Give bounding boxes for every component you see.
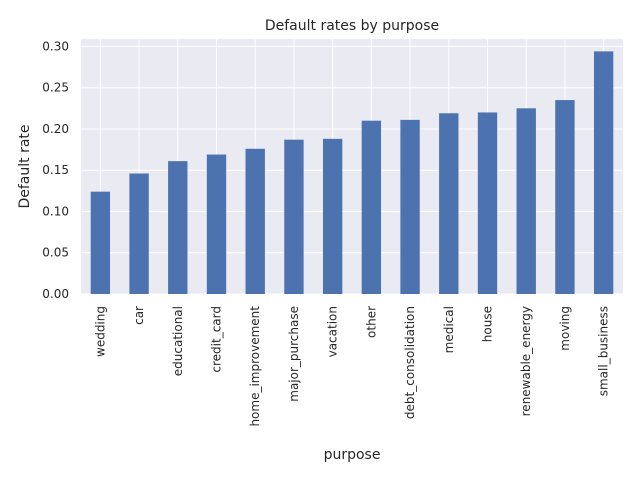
bar-moving: [555, 100, 575, 294]
bar-educational: [168, 161, 188, 294]
x-tick-label: other: [364, 306, 378, 338]
x-axis-label: purpose: [324, 447, 381, 463]
y-tick-label: 0.15: [42, 163, 69, 177]
bars: [90, 51, 614, 295]
y-tick-label: 0.25: [42, 81, 69, 95]
bar-car: [129, 173, 149, 294]
bar-credit-card: [206, 154, 227, 294]
x-tick-label: renewable_energy: [519, 306, 533, 416]
bar-vacation: [322, 138, 343, 294]
x-tick-label: credit_card: [210, 306, 224, 373]
x-tick-label: major_purchase: [287, 306, 301, 402]
bar-debt-consolidation: [400, 119, 420, 295]
bar-renewable-energy: [516, 108, 536, 294]
y-tick-label: 0.10: [42, 204, 69, 218]
x-tick-label: medical: [442, 306, 456, 353]
chart-title: Default rates by purpose: [265, 18, 439, 34]
x-tick-label: home_improvement: [248, 306, 262, 427]
plot-background: [81, 39, 623, 294]
bar-small-business: [593, 51, 614, 295]
y-tick-label: 0.00: [42, 287, 69, 301]
x-tick-label: vacation: [326, 306, 340, 357]
bar-house: [477, 112, 498, 295]
y-tick-label: 0.05: [42, 246, 69, 260]
bar-medical: [439, 113, 459, 294]
y-tick-labels: 0.00 0.05 0.10 0.15 0.20 0.25 0.30: [42, 39, 69, 301]
x-tick-label: wedding: [93, 306, 107, 357]
x-tick-label: car: [132, 306, 146, 325]
x-tick-label: house: [481, 306, 495, 342]
x-tick-label: moving: [558, 306, 572, 351]
x-tick-label: debt_consolidation: [403, 306, 417, 419]
bar-major-purchase: [284, 139, 304, 294]
bar-wedding: [90, 191, 111, 294]
y-tick-label: 0.30: [42, 39, 69, 53]
x-tick-label: small_business: [597, 306, 611, 396]
y-tick-label: 0.20: [42, 122, 69, 136]
bar-home-improvement: [245, 148, 265, 294]
x-tick-labels: wedding car educational credit_card home_imp…: [93, 306, 610, 427]
y-axis-label: Default rate: [17, 124, 33, 208]
x-tick-label: educational: [171, 306, 185, 376]
bar-other: [361, 120, 382, 294]
